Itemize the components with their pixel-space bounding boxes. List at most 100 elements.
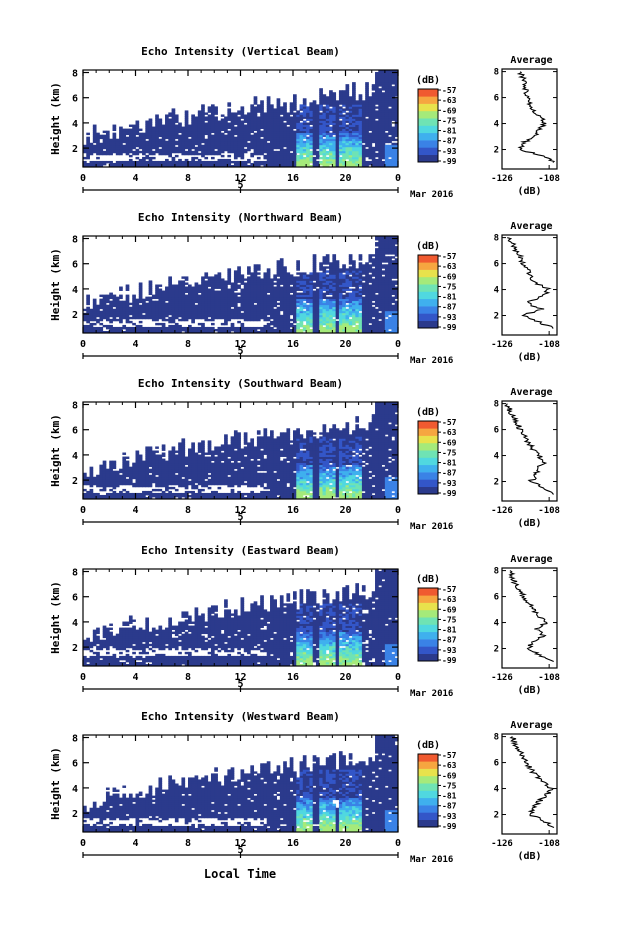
heatmap-cell bbox=[342, 146, 346, 150]
heatmap-cell bbox=[171, 160, 176, 164]
heatmap-cell bbox=[256, 316, 261, 320]
heatmap-cell bbox=[273, 154, 277, 158]
heatmap-cell bbox=[309, 144, 314, 148]
heatmap-cell bbox=[381, 88, 386, 91]
heatmap-cell bbox=[384, 70, 389, 73]
heatmap-cell bbox=[96, 132, 100, 136]
heatmap-cell bbox=[161, 308, 166, 312]
heatmap-cell bbox=[207, 314, 212, 318]
heatmap-cell bbox=[89, 160, 94, 164]
heatmap-cell bbox=[378, 76, 382, 79]
heatmap-field bbox=[83, 236, 399, 334]
heatmap-cell bbox=[256, 312, 261, 316]
heatmap-cell bbox=[260, 144, 264, 148]
heatmap-cell bbox=[286, 158, 291, 162]
heatmap-cell bbox=[148, 136, 153, 140]
heatmap-cell bbox=[381, 244, 386, 247]
heatmap-cell bbox=[151, 310, 156, 314]
heatmap-cell bbox=[250, 126, 255, 129]
heatmap-cell bbox=[283, 116, 287, 119]
heatmap-cell bbox=[329, 290, 333, 293]
heatmap-cell bbox=[174, 116, 179, 119]
heatmap-cell bbox=[224, 126, 228, 129]
heatmap-cell bbox=[188, 292, 192, 295]
heatmap-cell bbox=[178, 144, 182, 148]
heatmap-cell bbox=[322, 98, 327, 101]
heatmap-cell bbox=[312, 258, 317, 261]
heatmap-cell bbox=[158, 304, 163, 308]
heatmap-cell bbox=[165, 152, 169, 156]
heatmap-cell bbox=[289, 158, 294, 162]
heatmap-cell bbox=[388, 88, 392, 91]
heatmap-cell bbox=[92, 304, 97, 308]
heatmap-cell bbox=[207, 294, 212, 298]
heatmap-cell bbox=[388, 118, 392, 121]
heatmap-cell bbox=[142, 132, 146, 136]
heatmap-cell bbox=[299, 304, 304, 308]
heatmap-cell bbox=[92, 136, 97, 140]
heatmap-cell bbox=[201, 296, 205, 300]
heatmap-cell bbox=[168, 114, 172, 117]
heatmap-cell bbox=[132, 328, 136, 332]
heatmap-cell bbox=[375, 74, 379, 77]
heatmap-cell bbox=[384, 134, 389, 138]
heatmap-cell bbox=[329, 266, 333, 269]
heatmap-cell bbox=[319, 282, 323, 285]
heatmap-cell bbox=[243, 124, 248, 127]
heatmap-cell bbox=[188, 308, 192, 312]
heatmap-cell bbox=[322, 330, 327, 334]
heatmap-cell bbox=[148, 132, 153, 136]
heatmap-cell bbox=[322, 156, 327, 160]
heatmap-cell bbox=[96, 328, 100, 332]
heatmap-cell bbox=[89, 326, 94, 330]
heatmap-cell bbox=[368, 104, 373, 107]
heatmap-cell bbox=[342, 298, 346, 302]
heatmap-cell bbox=[184, 276, 189, 279]
heatmap-cell bbox=[168, 330, 172, 334]
heatmap-cell bbox=[345, 98, 350, 101]
heatmap-cell bbox=[375, 310, 379, 314]
heatmap-cell bbox=[253, 106, 258, 109]
heatmap-cell bbox=[227, 110, 232, 113]
heatmap-cell bbox=[361, 270, 366, 273]
heatmap-cell bbox=[309, 156, 314, 160]
heatmap-cell bbox=[119, 294, 123, 298]
heatmap-cell bbox=[352, 136, 356, 140]
heatmap-cell bbox=[105, 136, 110, 140]
heatmap-cell bbox=[214, 112, 218, 115]
heatmap-cell bbox=[299, 296, 304, 300]
heatmap-cell bbox=[365, 124, 369, 127]
heatmap-cell bbox=[184, 310, 189, 314]
heatmap-cell bbox=[204, 140, 209, 144]
heatmap-cell bbox=[220, 322, 225, 326]
heatmap-cell bbox=[165, 124, 169, 127]
heatmap-cell bbox=[207, 330, 212, 334]
heatmap-cell bbox=[309, 134, 314, 138]
heatmap-cell bbox=[105, 134, 110, 138]
heatmap-cell bbox=[293, 104, 297, 107]
heatmap-cell bbox=[381, 284, 386, 287]
heatmap-cell bbox=[286, 302, 291, 306]
heatmap-cell bbox=[260, 152, 264, 156]
heatmap-cell bbox=[381, 110, 386, 113]
heatmap-cell bbox=[322, 122, 327, 125]
heatmap-cell bbox=[224, 316, 228, 320]
heatmap-cell bbox=[253, 110, 258, 113]
colorbar-tick-label: -81 bbox=[442, 127, 457, 136]
y-axis-label: Height (km) bbox=[49, 82, 62, 155]
heatmap-cell bbox=[319, 268, 323, 271]
heatmap-cell bbox=[184, 136, 189, 140]
heatmap-cell bbox=[168, 296, 172, 300]
heatmap-cell bbox=[355, 304, 360, 308]
heatmap-cell bbox=[345, 146, 350, 150]
heatmap-cell bbox=[233, 136, 238, 140]
heatmap-cell bbox=[105, 144, 110, 148]
heatmap-cell bbox=[361, 278, 366, 281]
heatmap-cell bbox=[345, 114, 350, 117]
heatmap-cell bbox=[181, 298, 186, 302]
heatmap-cell bbox=[306, 112, 310, 115]
heatmap-cell bbox=[365, 136, 369, 140]
heatmap-cell bbox=[329, 304, 333, 308]
heatmap-cell bbox=[109, 296, 113, 300]
heatmap-cell bbox=[394, 70, 399, 73]
